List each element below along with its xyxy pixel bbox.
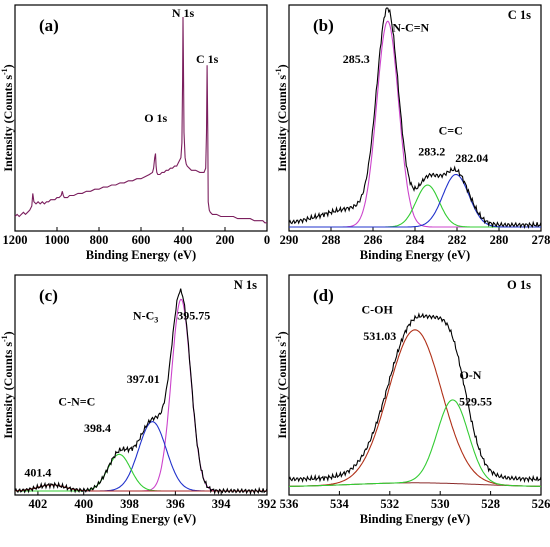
x-tick-label: 600: [132, 233, 151, 247]
panel-label: (b): [313, 16, 334, 35]
fit-peak-line: [288, 329, 542, 487]
panel-label: (d): [313, 286, 334, 305]
x-tick-label: 278: [532, 233, 550, 247]
x-tick-label: 532: [380, 497, 399, 511]
envelope-line: [288, 312, 542, 483]
envelope-line: [14, 288, 268, 496]
peak-annotation: 398.4: [84, 421, 111, 435]
peak-annotation: C-OH: [362, 303, 394, 317]
x-tick-label: 526: [532, 497, 550, 511]
x-tick-label: 1000: [45, 233, 70, 247]
peak-annotation: 282.04: [455, 151, 488, 165]
peak-annotation: 529.55: [459, 394, 492, 408]
peak-annotation: C 1s: [196, 52, 219, 66]
peak-annotation: O-N: [459, 368, 481, 382]
peak-annotation: C=C: [439, 124, 463, 138]
peak-annotation: 395.75: [177, 309, 210, 323]
survey-spectrum-line: [14, 16, 267, 224]
panel-title: N 1s: [234, 278, 257, 292]
plot-frame: [14, 4, 268, 232]
x-axis-label: Binding Energy (eV): [360, 248, 470, 262]
y-axis-label: Intensity (Counts s-1): [0, 331, 15, 438]
plot-frame: [288, 274, 542, 496]
envelope-line: [288, 7, 542, 230]
x-tick-label: 290: [280, 233, 299, 247]
peak-annotation: 397.01: [127, 372, 160, 386]
peak-annotation: N 1s: [172, 6, 195, 20]
peak-annotation: N-C3: [133, 309, 158, 325]
peak-annotation: 285.3: [343, 52, 370, 66]
panel-label: (c): [39, 286, 58, 305]
fit-peak-line: [15, 421, 267, 492]
panel-title: C 1s: [508, 8, 531, 22]
peak-annotation: O 1s: [144, 111, 167, 125]
panel-0: 1200 1000 800 600 400 200 0 Binding Energy (eV)…: [0, 4, 270, 262]
fit-peak-line: [289, 399, 541, 487]
x-tick-label: 800: [90, 233, 109, 247]
fit-peak-line: [289, 20, 541, 228]
peak-annotation: 283.2: [418, 145, 445, 159]
x-tick-label: 398: [120, 497, 139, 511]
x-tick-label: 200: [216, 233, 235, 247]
y-axis-label: Intensity (Counts s-1): [0, 64, 15, 171]
x-tick-label: 0: [264, 233, 270, 247]
x-axis-label: Binding Energy (eV): [86, 248, 196, 262]
fit-peak-line: [289, 184, 541, 228]
x-tick-label: 396: [166, 497, 185, 511]
x-tick-label: 282: [448, 233, 467, 247]
x-tick-label: 530: [431, 497, 450, 511]
x-tick-label: 534: [330, 497, 350, 511]
x-tick-label: 1200: [3, 233, 28, 247]
panel-label: (a): [39, 16, 59, 35]
x-tick-label: 402: [29, 497, 48, 511]
x-tick-label: 536: [280, 497, 299, 511]
y-axis-label: Intensity (Counts s-1): [274, 64, 289, 171]
x-axis-label: Binding Energy (eV): [360, 512, 470, 526]
plot-frame: [14, 274, 268, 496]
x-tick-label: 394: [212, 497, 232, 511]
peak-annotation: C-N=C: [58, 394, 95, 408]
x-tick-label: 400: [74, 497, 93, 511]
fit-peak-line: [289, 173, 541, 228]
x-tick-label: 288: [322, 233, 341, 247]
plot-frame: [288, 4, 542, 232]
panel-title: O 1s: [507, 278, 531, 292]
panel-2: 402 400 398 396 394 392 Binding Energy (eV) Int…: [0, 274, 277, 526]
x-axis-label: Binding Energy (eV): [86, 512, 196, 526]
x-tick-label: 528: [481, 497, 500, 511]
panel-3: 536 534 532 530 528 526 Binding Energy (eV) Int…: [274, 274, 550, 526]
x-tick-label: 286: [364, 233, 383, 247]
peak-annotation: 531.03: [363, 329, 396, 343]
x-tick-label: 284: [406, 233, 426, 247]
panel-1: 290 288 286 284 282 280 278 Binding Energy (eV)…: [274, 4, 550, 262]
peak-annotation: N-C=N: [392, 21, 429, 35]
y-axis-label: Intensity (Counts s-1): [274, 331, 289, 438]
fit-peak-line: [15, 298, 267, 492]
peak-annotation: 401.4: [24, 466, 51, 480]
x-tick-label: 280: [490, 233, 509, 247]
x-tick-label: 392: [258, 497, 277, 511]
x-tick-label: 400: [174, 233, 193, 247]
